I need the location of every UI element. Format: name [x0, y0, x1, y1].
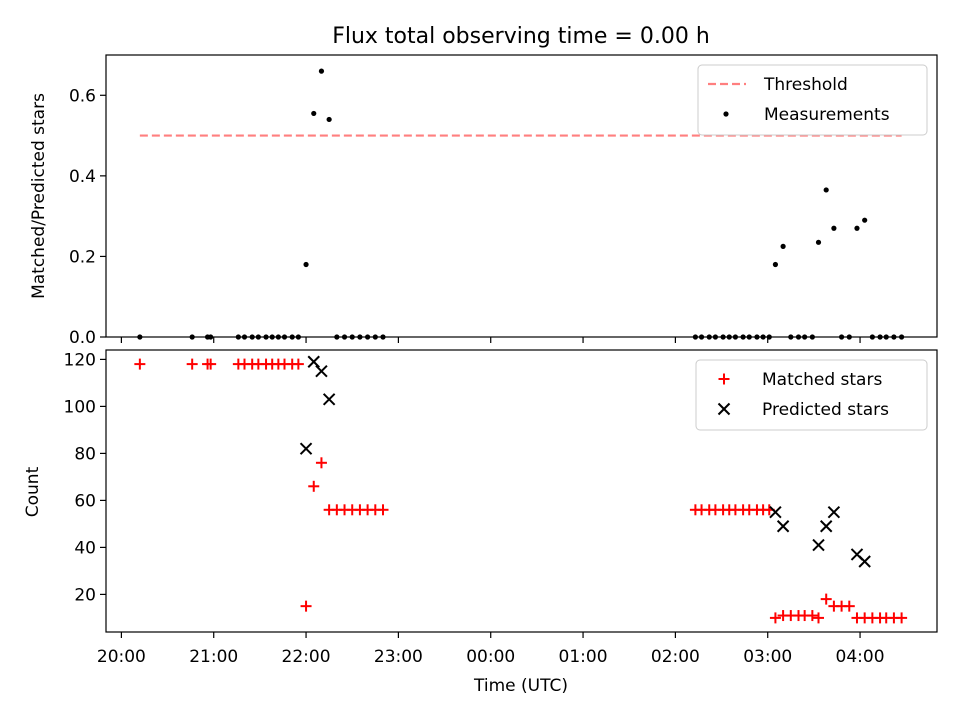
predicted-star-marker — [322, 393, 336, 406]
predicted-star-marker — [858, 555, 871, 568]
legend-plus-symbol — [718, 373, 730, 385]
matched-star-marker — [843, 600, 855, 612]
matched-star-marker — [769, 612, 781, 624]
matched-star-marker — [820, 593, 832, 605]
y-tick-label: 20 — [74, 585, 96, 605]
measurement-point — [318, 68, 325, 74]
legend-x-symbol — [717, 402, 731, 416]
top-legend: Threshold Measurements — [697, 64, 928, 136]
measurement-point — [854, 225, 860, 231]
bottom-marks — [134, 355, 908, 624]
measurement-point — [772, 261, 779, 268]
matched-star-marker — [300, 600, 312, 612]
predicted-star-marker — [769, 505, 782, 519]
top-y-ticks: 0.0 0.2 0.4 0.6 — [69, 86, 106, 348]
measurement-point — [303, 261, 309, 268]
y-tick-label: 100 — [64, 397, 96, 417]
matched-star-marker — [205, 358, 217, 370]
x-tick-label: 04:00 — [836, 647, 885, 667]
bottom-y-ticks: 20 40 60 80 100 120 — [64, 350, 106, 605]
y-tick-label: 60 — [74, 491, 96, 511]
x-tick-label: 23:00 — [374, 647, 423, 667]
measurement-point — [831, 225, 837, 231]
x-tick-label: 03:00 — [743, 647, 792, 667]
bottom-x-ticks: 20:00 21:00 22:00 23:00 00:00 01:00 02:00 03:00… — [97, 632, 885, 667]
predicted-star-marker — [827, 505, 841, 519]
x-tick-label: 20:00 — [97, 647, 146, 667]
y-tick-label: 0.4 — [69, 167, 96, 187]
predicted-star-marker — [315, 364, 328, 378]
predicted-star-marker — [299, 442, 313, 455]
measurement-point — [862, 217, 868, 223]
legend-box — [695, 359, 928, 431]
legend-dot-symbol — [723, 111, 729, 117]
y-tick-label: 0.2 — [69, 247, 96, 267]
matched-star-marker — [377, 504, 389, 516]
top-panel: 0.0 0.2 0.4 0.6 Matched/Predicted stars Thr… — [29, 54, 938, 348]
predicted-star-marker — [812, 538, 825, 552]
matched-star-marker — [813, 612, 825, 624]
top-y-axis-label: Matched/Predicted stars — [29, 93, 49, 299]
legend-box — [697, 64, 928, 136]
predicted-star-marker — [307, 355, 320, 368]
top-axes-frame — [105, 54, 938, 338]
y-tick-label: 80 — [74, 444, 96, 464]
matched-star-marker — [806, 610, 818, 622]
bottom-legend: Matched stars Predicted stars — [695, 359, 928, 431]
measurement-point — [815, 239, 822, 245]
predicted-star-marker — [776, 520, 790, 533]
y-tick-label: 0.0 — [69, 328, 96, 348]
matched-star-marker — [292, 358, 304, 370]
matched-star-marker — [186, 358, 198, 370]
bottom-panel: 20 40 60 80 100 120 20:00 21:00 22:00 23:00 00:00… — [23, 349, 938, 696]
y-tick-label: 40 — [74, 538, 96, 558]
x-tick-label: 00:00 — [466, 647, 515, 667]
legend-threshold-label: Threshold — [763, 75, 848, 95]
x-axis-label: Time (UTC) — [473, 676, 568, 696]
legend-plus-label: Matched stars — [762, 370, 882, 390]
matched-star-marker — [308, 480, 320, 492]
measurement-point — [311, 110, 317, 117]
top-x-ticks — [120, 337, 861, 343]
x-tick-label: 22:00 — [282, 647, 331, 667]
x-tick-label: 21:00 — [189, 647, 238, 667]
measurement-point — [326, 116, 332, 123]
x-tick-label: 01:00 — [559, 647, 608, 667]
bottom-y-axis-label: Count — [23, 466, 43, 517]
matched-star-marker — [134, 358, 146, 370]
legend-x-label: Predicted stars — [762, 400, 889, 420]
legend-dot-label: Measurements — [764, 105, 890, 125]
y-tick-label: 0.6 — [69, 86, 96, 106]
matched-star-marker — [315, 457, 327, 469]
predicted-star-marker — [819, 520, 833, 533]
x-tick-label: 02:00 — [651, 647, 700, 667]
measurement-point — [823, 187, 829, 193]
matched-star-marker — [896, 612, 908, 624]
measurement-point — [780, 243, 786, 249]
y-tick-label: 120 — [64, 350, 96, 370]
bottom-axes-frame — [105, 349, 938, 633]
figure-title: Flux total observing time = 0.00 h — [332, 24, 710, 49]
